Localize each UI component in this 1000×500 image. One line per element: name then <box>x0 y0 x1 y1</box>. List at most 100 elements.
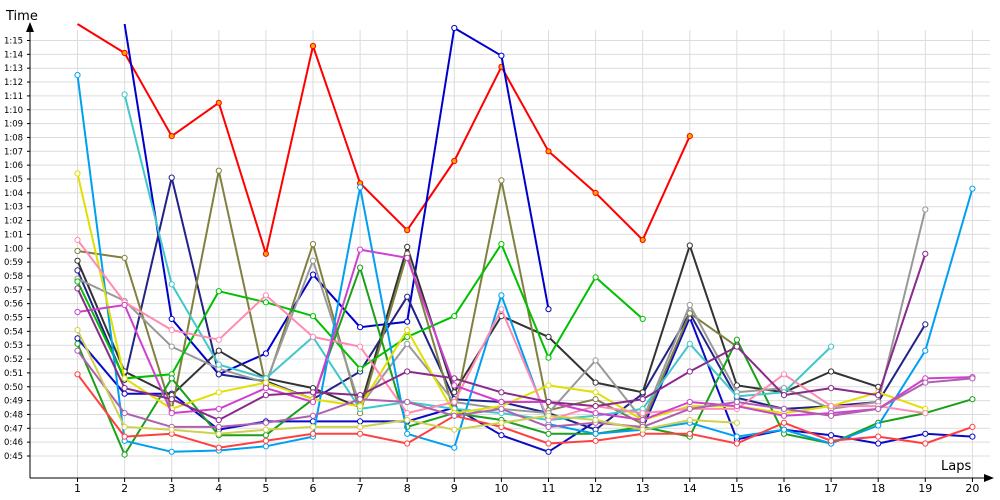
data-point <box>404 293 411 300</box>
data-point <box>780 426 788 433</box>
data-point <box>639 426 646 433</box>
data-point <box>451 444 458 451</box>
data-point <box>498 398 505 406</box>
data-point <box>215 430 222 437</box>
data-point <box>404 398 411 406</box>
data-point <box>121 433 128 440</box>
y-tick-label: 0:54 <box>4 327 23 337</box>
data-point <box>686 430 693 437</box>
data-point <box>357 246 364 253</box>
data-point <box>545 333 552 340</box>
y-tick-label: 1:08 <box>4 133 23 143</box>
data-point <box>545 423 552 430</box>
data-point <box>168 326 175 334</box>
data-point <box>780 371 788 378</box>
data-point <box>357 403 364 410</box>
data-point <box>215 416 222 424</box>
series-13 <box>74 236 929 424</box>
data-point <box>969 375 976 382</box>
data-point <box>168 410 175 417</box>
data-point <box>262 299 269 306</box>
data-point <box>121 451 128 458</box>
data-point <box>686 405 693 412</box>
data-point <box>498 405 505 412</box>
x-tick-label: 20 <box>965 482 979 495</box>
data-point <box>498 306 505 313</box>
data-point <box>74 267 81 274</box>
data-point <box>309 313 317 320</box>
y-tick-label: 0:47 <box>4 424 23 434</box>
data-point <box>215 99 222 106</box>
series-1 <box>76 23 693 257</box>
data-point <box>168 133 175 140</box>
data-point <box>592 430 599 437</box>
data-point <box>404 243 411 250</box>
y-tick-label: 0:48 <box>4 410 23 420</box>
data-point <box>404 227 411 234</box>
data-point <box>404 326 411 334</box>
series-line <box>77 248 973 421</box>
series-17 <box>74 347 976 430</box>
data-point <box>74 340 81 347</box>
data-point <box>357 264 364 271</box>
y-axis-title: Time <box>5 9 38 24</box>
series-line <box>123 94 832 421</box>
y-tick-label: 1:00 <box>4 244 23 254</box>
data-point <box>545 430 552 437</box>
data-point <box>922 410 929 417</box>
data-point <box>592 274 599 281</box>
data-point <box>498 432 505 439</box>
data-point <box>215 167 222 174</box>
data-point <box>780 419 788 426</box>
data-point <box>357 418 364 425</box>
x-tick-label: 4 <box>215 482 222 495</box>
data-point <box>922 206 929 213</box>
data-point <box>168 426 175 433</box>
data-point <box>686 242 693 249</box>
data-point <box>262 419 269 426</box>
data-point <box>686 340 693 347</box>
data-point <box>357 396 364 403</box>
y-tick-label: 1:15 <box>4 37 23 47</box>
x-tick-label: 7 <box>357 482 364 495</box>
data-point <box>309 430 317 437</box>
data-point <box>215 444 222 451</box>
y-tick-label: 1:06 <box>4 161 23 171</box>
x-tick-label: 2 <box>121 482 128 495</box>
data-point <box>592 437 599 444</box>
data-point <box>215 405 222 412</box>
y-tick-label: 0:45 <box>4 452 23 462</box>
series-line <box>123 23 550 376</box>
data-point <box>215 347 222 354</box>
x-tick-label: 14 <box>683 482 697 495</box>
data-point <box>498 177 505 184</box>
series-line <box>76 373 973 449</box>
data-point <box>451 398 458 406</box>
y-tick-label: 0:53 <box>4 341 23 351</box>
data-point <box>404 333 411 340</box>
data-point <box>309 333 317 340</box>
data-point <box>74 326 81 334</box>
data-point <box>592 379 599 386</box>
data-point <box>498 389 505 396</box>
data-point <box>404 340 411 347</box>
data-point <box>733 343 741 350</box>
data-point <box>875 392 882 399</box>
ticks: 0:45 0:46 0:47 0:48 0:49 0:50 0:51 0:52 0:53 0:54… <box>4 37 979 496</box>
data-point <box>686 368 693 375</box>
data-point <box>404 440 411 447</box>
y-tick-label: 1:02 <box>4 217 23 227</box>
data-point <box>451 313 458 320</box>
data-point <box>121 301 128 309</box>
series-line <box>76 350 973 428</box>
data-point <box>969 396 976 403</box>
series-line <box>76 23 691 255</box>
data-point <box>121 254 128 261</box>
series-10 <box>74 72 976 455</box>
series-18 <box>74 326 741 437</box>
data-point <box>262 432 269 439</box>
y-axis-arrow <box>26 22 34 32</box>
data-point <box>545 382 552 389</box>
data-point <box>875 405 882 412</box>
